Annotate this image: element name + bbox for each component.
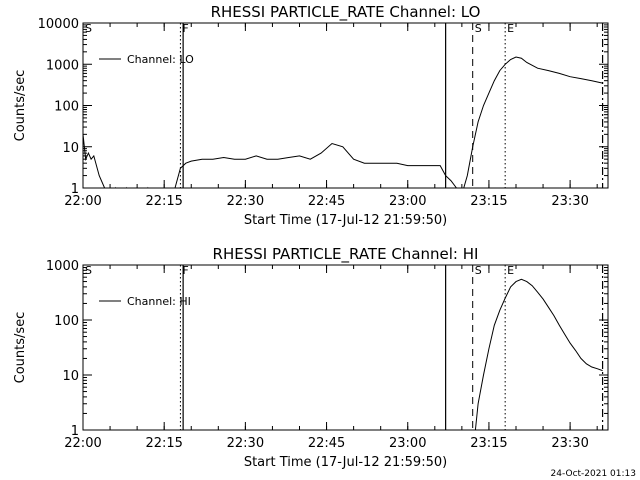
x-tick-label: 22:45 (308, 194, 345, 209)
flag-label: S (475, 22, 482, 35)
x-tick-label: 23:00 (389, 436, 426, 451)
x-tick-label: 22:00 (64, 194, 101, 209)
footer-date: 24-Oct-2021 01:13 (551, 469, 636, 479)
legend-label: Channel: HI (127, 295, 191, 308)
flag-label: S (475, 264, 482, 277)
y-tick-label: 1000 (46, 259, 79, 274)
flag-label: F (182, 22, 188, 35)
y-axis-label: Counts/sec (13, 70, 28, 142)
legend-label: Channel: LO (127, 53, 194, 66)
x-tick-label: 22:30 (227, 436, 264, 451)
flag-label: F (182, 264, 188, 277)
x-tick-label: 23:15 (470, 194, 507, 209)
panel-hi: RHESSI PARTICLE_RATE Channel: HI Start Ti… (13, 245, 609, 470)
data-series-line (474, 278, 603, 430)
flag-label: E (507, 22, 514, 35)
y-tick-label: 10 (62, 369, 79, 384)
panel-lo: RHESSI PARTICLE_RATE Channel: LO Start Ti… (13, 3, 609, 228)
x-tick-label: 23:30 (551, 436, 588, 451)
x-tick-label: 23:15 (470, 436, 507, 451)
x-tick-label: 22:15 (145, 436, 182, 451)
y-tick-label: 1 (71, 182, 79, 197)
x-axis-label: Start Time (17-Jul-12 21:59:50) (244, 213, 447, 228)
x-tick-label: 22:45 (308, 436, 345, 451)
y-tick-label: 100 (54, 314, 79, 329)
y-tick-label: 10 (62, 141, 79, 156)
plot-frame (82, 264, 609, 431)
y-axis-label: Counts/sec (13, 312, 28, 384)
chart-title: RHESSI PARTICLE_RATE Channel: HI (213, 245, 479, 264)
data-series-line (83, 56, 603, 188)
y-tick-label: 10000 (38, 17, 79, 32)
plot-frame (82, 22, 609, 189)
chart-title: RHESSI PARTICLE_RATE Channel: LO (211, 3, 481, 22)
x-tick-label: 23:30 (551, 194, 588, 209)
y-tick-label: 100 (54, 100, 79, 115)
y-tick-label: 1000 (46, 58, 79, 73)
y-tick-label: 1 (71, 424, 79, 439)
x-tick-label: 22:15 (145, 194, 182, 209)
x-tick-label: 22:00 (64, 436, 101, 451)
flag-label: S (85, 22, 92, 35)
x-axis-label: Start Time (17-Jul-12 21:59:50) (244, 455, 447, 470)
x-tick-label: 22:30 (227, 194, 264, 209)
flag-label: S (85, 264, 92, 277)
flag-label: E (507, 264, 514, 277)
x-tick-label: 23:00 (389, 194, 426, 209)
